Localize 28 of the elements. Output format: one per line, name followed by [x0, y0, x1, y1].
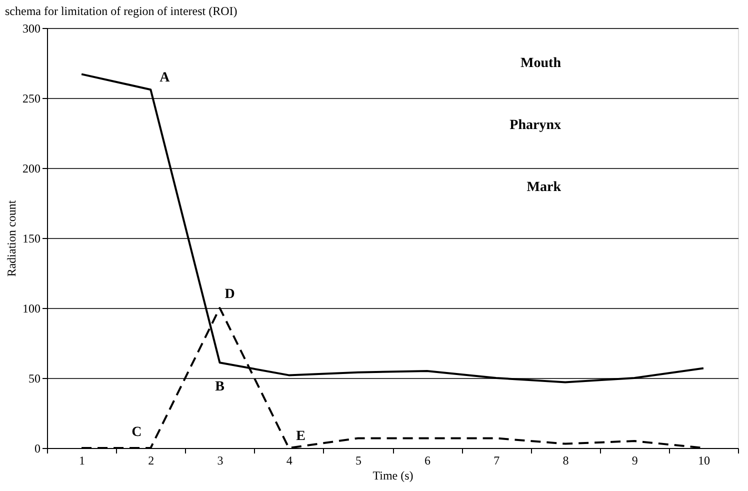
y-tick-label: 300	[22, 22, 40, 36]
x-tick-label: 9	[632, 454, 638, 468]
chart-title: schema for limitation of region of interest (ROI)	[5, 4, 238, 18]
y-tick-label: 150	[22, 232, 40, 246]
annotation: A	[160, 70, 171, 86]
x-tick-label: 7	[494, 454, 500, 468]
y-tick-label: 50	[28, 372, 40, 386]
x-tick-label: 1	[79, 454, 86, 468]
annotation: D	[224, 287, 235, 302]
x-tick-label: 6	[424, 454, 431, 468]
x-axis-title: Time (s)	[372, 468, 414, 482]
annotation: Mark	[526, 180, 562, 195]
annotation: C	[132, 425, 142, 440]
x-tick-label: 5	[355, 454, 362, 468]
x-tick-label: 2	[148, 454, 154, 468]
x-tick-label: 3	[217, 454, 224, 468]
y-tick-label: 200	[22, 162, 40, 176]
x-tick-label: 8	[562, 454, 569, 468]
y-tick-label: 100	[22, 302, 40, 316]
y-tick-label: 250	[22, 92, 40, 106]
annotation: Mouth	[520, 56, 562, 71]
annotation: B	[215, 380, 224, 395]
annotation: Pharynx	[510, 118, 561, 133]
y-tick-label: 0	[34, 442, 40, 456]
y-axis-title: Radiation count	[4, 200, 18, 277]
x-tick-label: 10	[698, 454, 710, 468]
annotation: E	[296, 429, 306, 444]
x-tick-label: 4	[286, 454, 292, 468]
